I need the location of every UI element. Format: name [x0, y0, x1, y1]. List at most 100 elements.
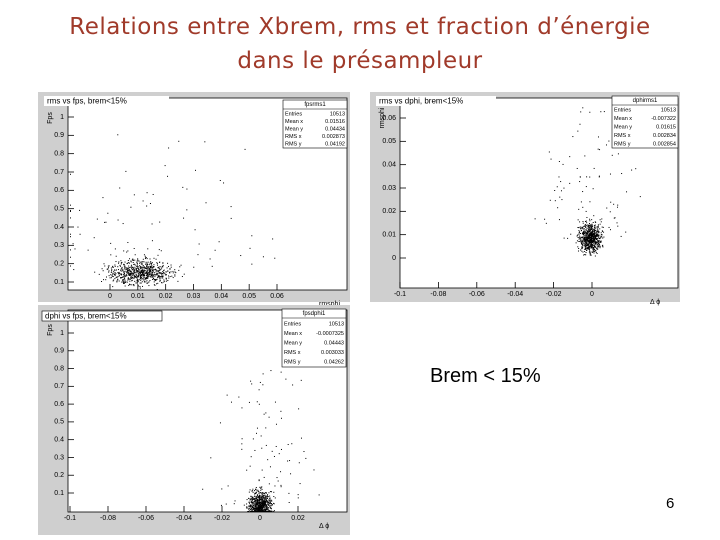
scatter-dot — [131, 266, 133, 268]
scatter-dot — [269, 466, 271, 468]
scatter-dot — [261, 488, 263, 490]
scatter-dot — [257, 498, 259, 500]
scatter-dot — [140, 277, 142, 279]
scatter-dot — [262, 502, 264, 504]
y-axis-label: Fps — [47, 112, 54, 124]
scatter-dot — [594, 240, 596, 242]
scatter-dot — [602, 226, 604, 228]
scatter-dot — [151, 240, 153, 242]
scatter-dot — [269, 506, 271, 508]
scatter-dot — [265, 505, 267, 507]
scatter-dot — [150, 261, 152, 263]
scatter-dot — [255, 507, 257, 509]
scatter-dot — [265, 499, 267, 501]
scatter-dot — [297, 494, 299, 496]
scatter-dot — [144, 267, 146, 269]
scatter-dot — [144, 258, 146, 260]
scatter-dot — [107, 212, 109, 214]
plot-title-box — [376, 96, 496, 106]
scatter-dot — [154, 276, 156, 278]
scatter-dot — [594, 233, 596, 235]
scatter-dot — [270, 510, 272, 512]
scatter-dot — [142, 279, 144, 281]
scatter-dot — [123, 282, 125, 284]
scatter-dot — [136, 270, 138, 272]
scatter-dot — [567, 237, 569, 239]
scatter-dot — [130, 265, 132, 267]
scatter-dot — [586, 216, 588, 218]
scatter-dot — [579, 123, 581, 125]
scatter-dot — [591, 235, 593, 237]
scatter-dot — [143, 270, 145, 272]
scatter-dot — [144, 255, 146, 257]
scatter-dot — [129, 274, 131, 276]
scatter-dot — [591, 219, 593, 221]
scatter-dot — [578, 247, 580, 249]
scatter-dot — [267, 511, 269, 512]
scatter-dot — [139, 266, 141, 268]
scatter-dot — [110, 267, 112, 269]
scatter-dot — [233, 503, 235, 505]
scatter-dot — [174, 274, 176, 276]
scatter-dot — [136, 277, 138, 279]
scatter-dot — [149, 276, 151, 278]
scatter-dot — [588, 242, 590, 244]
scatter-dot — [79, 209, 81, 211]
scatter-dot — [103, 263, 105, 265]
scatter-dot — [582, 107, 584, 109]
scatter-dot — [115, 255, 117, 257]
scatter-dot — [136, 261, 138, 263]
scatter-dot — [590, 229, 592, 231]
scatter-dot — [128, 284, 130, 286]
y-tick-label: 0.4 — [54, 437, 64, 444]
scatter-dot — [143, 275, 145, 277]
scatter-dot — [594, 250, 596, 252]
x-tick-label: 0.01 — [131, 293, 145, 300]
scatter-dot — [263, 509, 265, 511]
scatter-dot — [145, 267, 147, 269]
scatter-dot — [150, 276, 152, 278]
scatter-dot — [104, 265, 106, 267]
scatter-dot — [137, 271, 139, 273]
scatter-dot — [124, 285, 126, 287]
scatter-dot — [591, 226, 593, 228]
scatter-dot — [145, 257, 147, 259]
plot-title-box — [44, 96, 169, 106]
scatter-dot — [105, 276, 107, 278]
scatter-dot — [145, 263, 147, 265]
scatter-dot — [276, 477, 278, 479]
scatter-dot — [146, 283, 148, 285]
scatter-dot — [261, 502, 263, 504]
scatter-dot — [576, 235, 578, 237]
scatter-dot — [162, 262, 164, 264]
scatter-dot — [250, 511, 252, 512]
scatter-dot — [156, 264, 158, 266]
scatter-dot — [266, 500, 268, 502]
scatter-dot — [219, 179, 221, 181]
stats-name: fpsdphi1 — [303, 311, 326, 317]
scatter-dot — [250, 498, 252, 500]
scatter-dot — [127, 242, 129, 244]
scatter-dot — [265, 501, 267, 503]
scatter-dot — [249, 505, 251, 507]
scatter-dot — [262, 373, 264, 375]
scatter-dot — [590, 231, 592, 233]
y-tick-label: 0.7 — [54, 383, 64, 390]
scatter-dot — [260, 505, 262, 507]
scatter-dot — [262, 507, 264, 509]
scatter-dot — [70, 173, 71, 175]
scatter-dot — [590, 254, 592, 256]
scatter-dot — [269, 511, 271, 512]
scatter-dot — [591, 231, 593, 233]
scatter-dot — [146, 268, 148, 270]
scatter-dot — [592, 225, 594, 227]
y-tick-label: 0.02 — [382, 208, 396, 215]
stats-key: Mean y — [614, 124, 632, 130]
x-tick-label: 0.02 — [291, 515, 305, 522]
scatter-dot — [280, 486, 282, 488]
scatter-dot — [586, 240, 588, 242]
scatter-dot — [257, 500, 259, 502]
scatter-dot — [639, 196, 641, 198]
scatter-dot — [260, 504, 262, 506]
scatter-dot — [155, 271, 157, 273]
